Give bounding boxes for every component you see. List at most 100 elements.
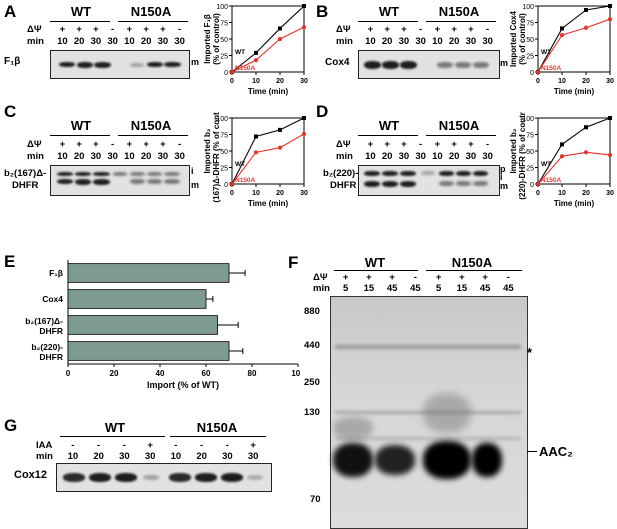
y-axis-label-units: (167)Δ-DHFR (% of control)	[212, 112, 221, 203]
panel-d-mark-p: p	[500, 164, 506, 174]
lane-sign: -	[122, 440, 126, 451]
panel-d-n150a-line	[426, 135, 496, 136]
lane-time: 10	[57, 151, 68, 162]
lane-sign: -	[225, 440, 229, 451]
panel-b-min: min	[336, 36, 353, 47]
lane-sign: +	[93, 24, 99, 35]
lane-sign: -	[506, 272, 510, 283]
lane-time: 15	[363, 283, 375, 294]
series-line-n150a	[231, 133, 305, 185]
panel-a-lane-header: +10 +20 +30-30 +10 +20 +30-30	[54, 24, 188, 50]
panel-b-mark-m: m	[500, 58, 509, 68]
panel-b-wt-line	[358, 21, 418, 22]
panel-a-wt-line	[50, 21, 110, 22]
panel-f-mw-440: 440	[304, 340, 320, 351]
lane-sign: +	[160, 139, 166, 150]
lane-time: 20	[448, 36, 460, 47]
lane-sign: -	[200, 440, 204, 451]
panel-c-wt: WT	[70, 118, 92, 133]
lane-time: 30	[107, 151, 118, 162]
lane-time: 20	[381, 151, 393, 162]
series-label-wt: WT	[541, 161, 551, 168]
category-label: b₂(220)-	[31, 342, 63, 352]
lane-time: 30	[90, 151, 102, 162]
lane-time: 30	[415, 151, 426, 162]
y-tick-label: 50	[526, 37, 534, 44]
lane-sign: +	[459, 272, 465, 283]
x-tick-label: 30	[300, 78, 308, 85]
lane-sign: +	[482, 272, 488, 283]
panel-a-blot	[50, 50, 190, 79]
panel-a-wt: WT	[70, 4, 92, 19]
series-line-wt	[537, 117, 611, 185]
panel-b-n150a-line	[426, 21, 496, 22]
data-point	[302, 116, 306, 120]
panel-c-line-chart: 0 25 50 75 100 0 10 20 30 Time (min) Imported b₂ (1…	[203, 112, 308, 208]
lane-time: 30	[157, 36, 169, 47]
lane-time: 20	[140, 151, 152, 162]
data-point	[559, 32, 565, 38]
lane-sign: +	[451, 24, 457, 35]
x-tick-label: 100	[291, 369, 300, 378]
lane-time: 45	[479, 283, 491, 294]
lane-sign: +	[147, 440, 153, 451]
lane-sign: +	[59, 24, 66, 35]
panel-f-n150a: N150A	[451, 255, 493, 270]
data-point	[608, 4, 612, 8]
x-tick-label: 0	[230, 190, 234, 197]
panel-g-blot	[56, 463, 272, 492]
panel-f-psi: ΔΨ	[313, 272, 328, 283]
panel-a-min: min	[27, 36, 44, 47]
lane-time: 30	[465, 151, 477, 162]
lane-sign: -	[71, 440, 75, 451]
lane-time: 45	[410, 283, 421, 294]
y-tick-label: 0	[224, 182, 228, 189]
lane-time: 10	[365, 36, 376, 47]
y-tick-label: 100	[522, 4, 534, 11]
panel-c-n150a: N150A	[130, 118, 172, 133]
panel-a-mark-m: m	[191, 57, 200, 67]
lane-sign: +	[451, 139, 457, 150]
y-tick-label: 25	[220, 166, 228, 173]
lane-sign: +	[76, 24, 82, 35]
x-axis-label: Time (min)	[248, 199, 289, 208]
x-tick-label: 0	[536, 190, 540, 197]
lane-sign: +	[401, 139, 407, 150]
panel-f-aac-tick	[527, 451, 537, 452]
y-tick-label: 75	[526, 21, 534, 28]
lane-sign: -	[178, 139, 182, 150]
lane-time: 10	[365, 151, 376, 162]
y-axis-label: Imported F₁β	[203, 14, 212, 64]
panel-d-min: min	[336, 151, 353, 162]
y-tick-label: 100	[216, 4, 228, 11]
lane-time: 30	[174, 36, 185, 47]
lane-time: 5	[435, 283, 442, 294]
y-tick-label: 50	[526, 149, 534, 156]
data-point	[560, 142, 564, 147]
y-tick-label: 25	[220, 54, 228, 61]
panel-g-iaa: IAA	[36, 440, 53, 451]
lane-time: 20	[73, 36, 85, 47]
panel-b-psi: ΔΨ	[336, 24, 351, 35]
panel-d-lane-header: +10 +20 +30-30 +10 +20 +30-30	[362, 139, 496, 165]
x-tick-label: 40	[156, 369, 165, 378]
y-axis-label-units: (220)-DHFR (% of control)	[518, 112, 527, 200]
data-point	[278, 26, 282, 31]
lane-sign: +	[160, 24, 166, 35]
y-tick-label: 50	[220, 37, 228, 44]
data-point	[607, 152, 613, 158]
series-line-wt	[537, 5, 611, 73]
lane-time: 30	[247, 451, 259, 462]
panel-c-band-label-2: DHFR	[12, 180, 39, 191]
y-tick-label: 75	[220, 133, 228, 140]
lane-time: 5	[342, 283, 349, 294]
lane-time: 30	[415, 36, 426, 47]
panel-f-mw-130: 130	[304, 407, 320, 418]
lane-sign: -	[486, 139, 490, 150]
lane-sign: +	[126, 24, 133, 35]
lane-time: 30	[107, 36, 118, 47]
x-tick-label: 30	[300, 190, 308, 197]
data-point	[584, 7, 588, 12]
y-axis-label-units: (% of control)	[212, 13, 221, 65]
x-tick-label: 20	[582, 190, 590, 197]
